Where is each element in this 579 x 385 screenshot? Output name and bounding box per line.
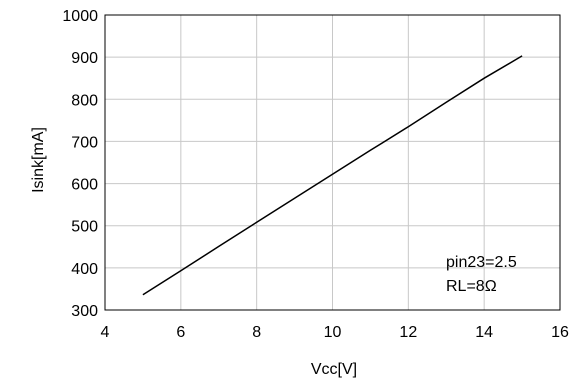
y-tick-label: 800 [71, 92, 98, 109]
annotation-pin23: pin23=2.5 [446, 254, 517, 271]
plot-area-frame [104, 14, 561, 311]
grid-lines [105, 15, 560, 310]
y-tick-label: 300 [71, 303, 98, 320]
y-tick-label: 600 [71, 177, 98, 194]
x-tick-labels: 4 6 8 10 12 14 16 [101, 324, 569, 341]
y-tick-label: 700 [71, 134, 98, 151]
y-axis-label: Isink[mA] [30, 127, 47, 193]
x-tick-label: 16 [551, 324, 569, 341]
y-tick-label: 900 [71, 50, 98, 67]
y-tick-label: 400 [71, 261, 98, 278]
y-tick-label: 1000 [62, 8, 98, 25]
x-tick-label: 10 [324, 324, 342, 341]
series-line [142, 55, 523, 296]
series-group [142, 55, 523, 296]
y-tick-labels: 300 400 500 600 700 800 900 1000 [62, 8, 98, 320]
x-axis-label: Vcc[V] [311, 361, 357, 378]
x-tick-label: 4 [101, 324, 110, 341]
x-tick-label: 8 [252, 324, 261, 341]
x-tick-label: 12 [399, 324, 417, 341]
y-tick-label: 500 [71, 219, 98, 236]
x-tick-label: 6 [176, 324, 185, 341]
x-tick-label: 14 [475, 324, 493, 341]
annotation-rl: RL=8Ω [446, 278, 497, 295]
